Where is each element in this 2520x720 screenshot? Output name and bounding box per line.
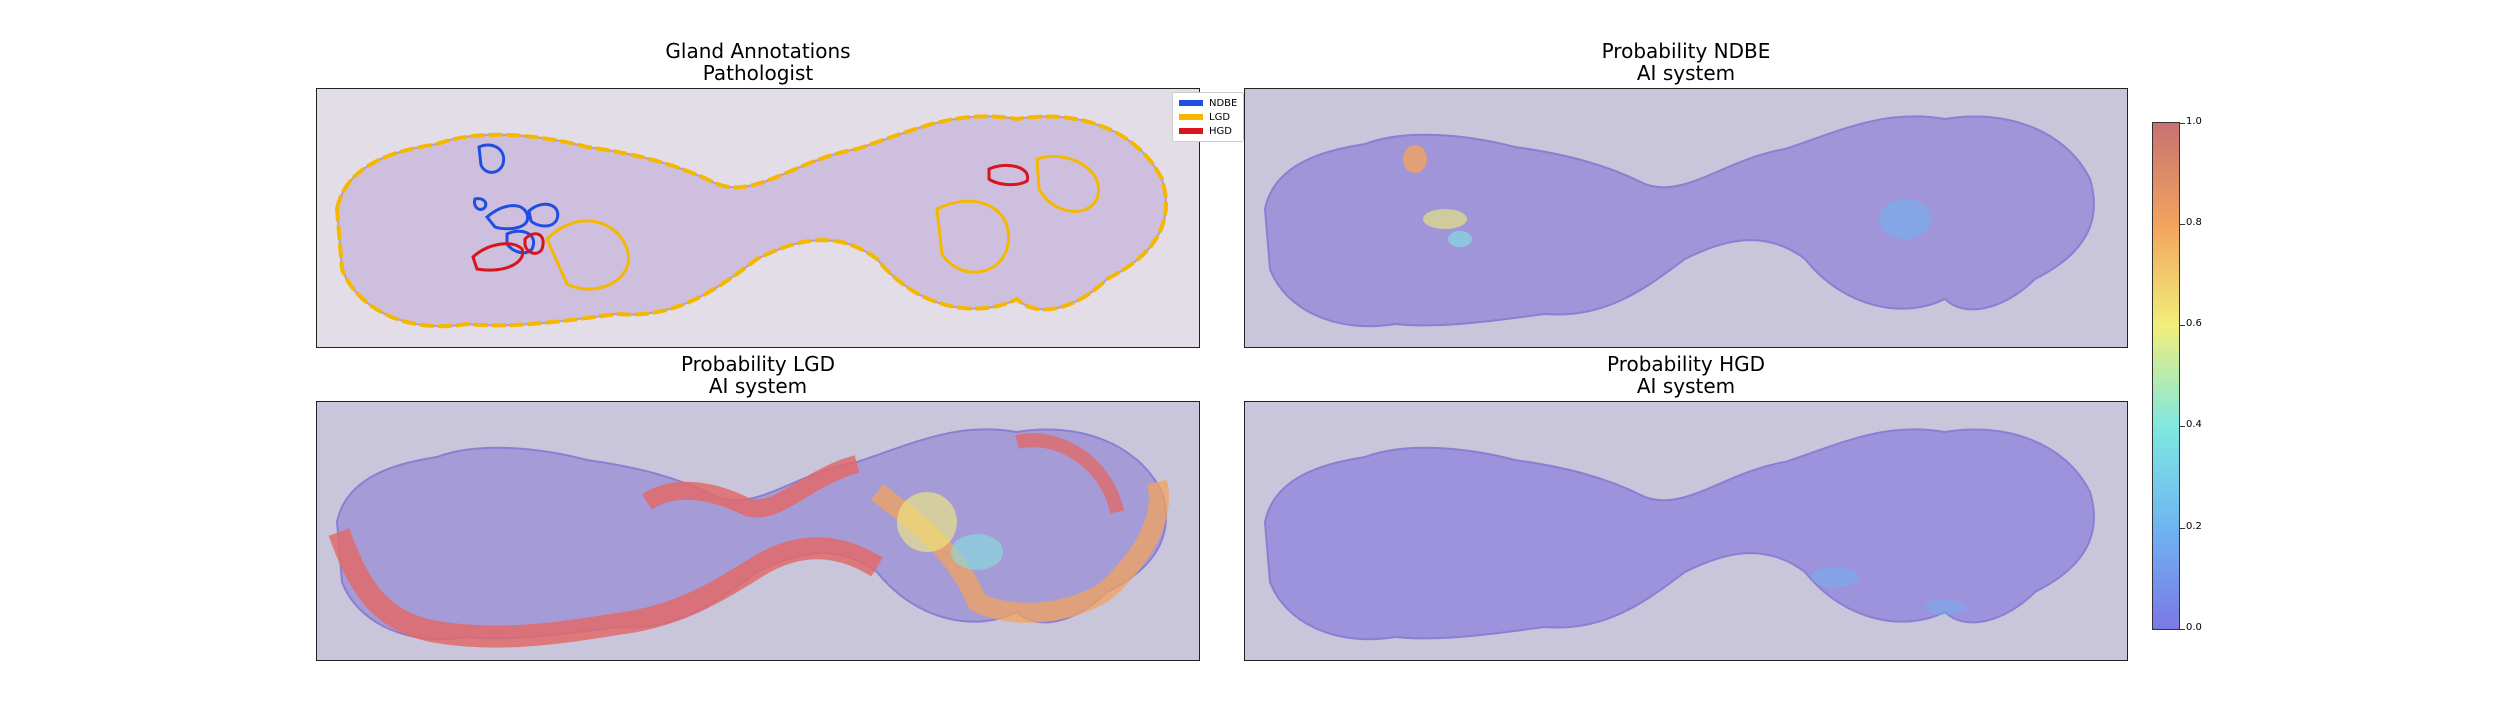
legend-swatch-hgd bbox=[1179, 128, 1203, 134]
ndbe-title: Probability NDBE AI system bbox=[1244, 40, 2128, 84]
colorbar-tick-1: 0.2 bbox=[2186, 521, 2202, 532]
colorbar-tick-3: 0.6 bbox=[2186, 318, 2202, 329]
lgd-title: Probability LGD AI system bbox=[316, 353, 1200, 397]
colorbar-tick-mark bbox=[2180, 528, 2185, 529]
colorbar-tick-4: 0.8 bbox=[2186, 217, 2202, 228]
annotations-panel bbox=[316, 88, 1200, 348]
heat-spot bbox=[897, 492, 957, 552]
colorbar-tick-5: 1.0 bbox=[2186, 116, 2202, 127]
annotations-title-line2: Pathologist bbox=[316, 62, 1200, 84]
annotations-legend: NDBE LGD HGD bbox=[1172, 92, 1244, 142]
colorbar-tick-0: 0.0 bbox=[2186, 622, 2202, 633]
legend-swatch-ndbe bbox=[1179, 100, 1203, 106]
tissue-region bbox=[1265, 429, 2094, 639]
heat-spot bbox=[1448, 231, 1472, 247]
legend-label-hgd: HGD bbox=[1209, 126, 1232, 137]
heat-spot bbox=[951, 534, 1003, 570]
tissue-region bbox=[1265, 116, 2094, 326]
heat-spot bbox=[1925, 599, 1965, 615]
colorbar-tick-mark bbox=[2180, 224, 2185, 225]
lgd-title-line1: Probability LGD bbox=[316, 353, 1200, 375]
hgd-title: Probability HGD AI system bbox=[1244, 353, 2128, 397]
lgd-panel bbox=[316, 401, 1200, 661]
heat-spot bbox=[1423, 209, 1467, 229]
annotations-title-line1: Gland Annotations bbox=[316, 40, 1200, 62]
lgd-title-line2: AI system bbox=[316, 375, 1200, 397]
legend-item-ndbe: NDBE bbox=[1179, 96, 1237, 110]
tissue-region bbox=[337, 116, 1166, 326]
hgd-title-line2: AI system bbox=[1244, 375, 2128, 397]
legend-item-hgd: HGD bbox=[1179, 124, 1237, 138]
hgd-heatmap-image bbox=[1245, 402, 2128, 661]
lgd-heatmap-image bbox=[317, 402, 1200, 661]
heat-spot bbox=[1879, 199, 1931, 239]
legend-label-ndbe: NDBE bbox=[1209, 98, 1237, 109]
colorbar-tick-mark bbox=[2180, 629, 2185, 630]
heat-spot bbox=[1811, 567, 1859, 587]
ndbe-title-line2: AI system bbox=[1244, 62, 2128, 84]
colorbar-tick-mark bbox=[2180, 123, 2185, 124]
annotations-title: Gland Annotations Pathologist bbox=[316, 40, 1200, 84]
heat-spot bbox=[1403, 145, 1427, 173]
probability-colorbar bbox=[2152, 122, 2180, 630]
colorbar-tick-2: 0.4 bbox=[2186, 419, 2202, 430]
legend-swatch-lgd bbox=[1179, 114, 1203, 120]
ndbe-panel bbox=[1244, 88, 2128, 348]
colorbar-tick-mark bbox=[2180, 426, 2185, 427]
ndbe-title-line1: Probability NDBE bbox=[1244, 40, 2128, 62]
colorbar-tick-mark bbox=[2180, 325, 2185, 326]
annotations-slide-image bbox=[317, 89, 1200, 348]
hgd-panel bbox=[1244, 401, 2128, 661]
ndbe-heatmap-image bbox=[1245, 89, 2128, 348]
legend-label-lgd: LGD bbox=[1209, 112, 1230, 123]
legend-item-lgd: LGD bbox=[1179, 110, 1237, 124]
hgd-title-line1: Probability HGD bbox=[1244, 353, 2128, 375]
